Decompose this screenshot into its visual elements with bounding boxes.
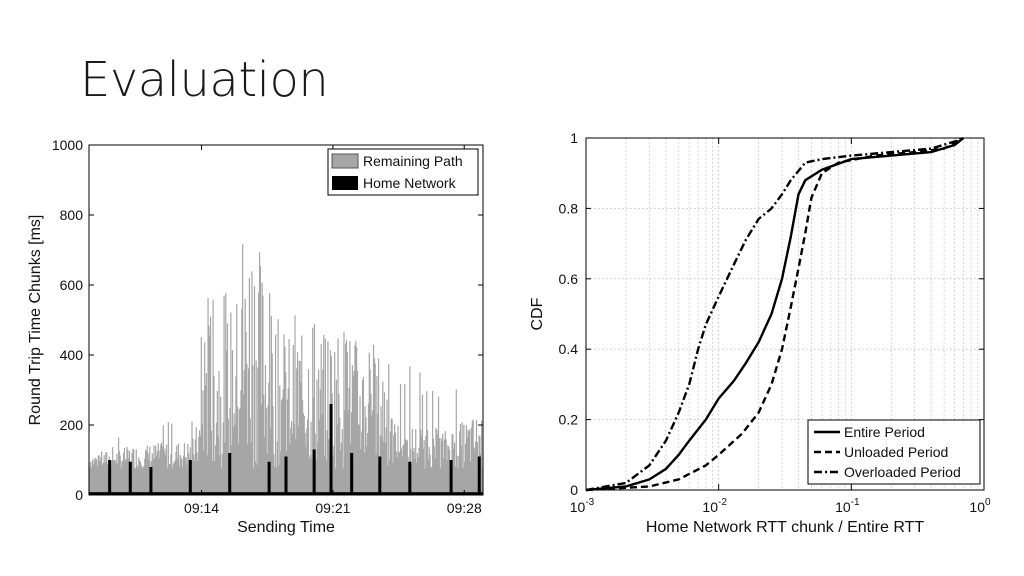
y-tick-label: 0 (75, 487, 83, 503)
slide-title: Evaluation (80, 52, 329, 108)
home-network-spike (350, 453, 354, 495)
home-network-spike (449, 460, 453, 495)
legend: Remaining Path Home Network (327, 148, 479, 196)
home-network-spike (378, 456, 382, 495)
home-network-spike (312, 449, 316, 495)
x-tick-label: 10-3 (570, 497, 595, 515)
y-tick-label: 0 (570, 482, 578, 498)
legend-swatch-remaining-path (331, 153, 359, 169)
x-tick-label: 100 (969, 497, 991, 515)
y-tick-label: 0.8 (559, 200, 579, 216)
home-network-spike (267, 461, 271, 495)
y-axis-label: CDF (529, 297, 546, 330)
cdf-line-overloaded-period (585, 136, 964, 492)
y-axis-label: Round Trip Time Chunks [ms] (27, 215, 44, 426)
y-tick-label: 800 (60, 207, 84, 223)
x-tick-label: 09:28 (447, 500, 482, 516)
home-network-spike (188, 460, 192, 495)
home-network-spike (329, 404, 333, 495)
home-network-spike (228, 453, 232, 495)
remaining-path-series (88, 244, 484, 495)
home-network-spike (108, 460, 112, 495)
legend-label: Home Network (363, 175, 457, 191)
home-network-spike (477, 456, 481, 495)
plot-frame (88, 144, 484, 496)
cdf-line-unloaded-period (585, 136, 964, 492)
y-tick-label: 200 (60, 417, 84, 433)
x-tick-label: 09:21 (315, 500, 350, 516)
x-tick-label: 09:14 (184, 500, 219, 516)
y-tick-label: 600 (60, 277, 84, 293)
legend-label: Overloaded Period (844, 464, 961, 480)
y-tick-label: 1000 (52, 137, 83, 153)
y-tick-label: 400 (60, 347, 84, 363)
rtt-time-chart: 0 200 400 600 800 1000 09:14 09:21 09:28 Sending … (27, 137, 484, 536)
y-tick-label: 0.4 (559, 341, 579, 357)
home-network-spike (284, 456, 288, 495)
x-tick-label: 10-2 (702, 497, 727, 515)
y-tick-label: 1 (570, 130, 578, 146)
x-axis-label: Sending Time (237, 519, 335, 536)
legend: Entire Period Unloaded Period Overloaded P… (807, 419, 981, 485)
home-network-series (89, 404, 483, 495)
y-tick-label: 0.6 (559, 271, 579, 287)
x-tick-label: 10-1 (835, 497, 860, 515)
y-tick-label: 0.2 (559, 412, 579, 428)
home-network-spike (408, 461, 412, 495)
legend-label: Remaining Path (363, 153, 463, 169)
legend-label: Entire Period (844, 424, 925, 440)
home-network-spike (128, 461, 132, 495)
cdf-chart: 0 0.2 0.4 0.6 0.8 1 10-3 10-2 10-1 100 Home Networ… (529, 130, 991, 536)
home-network-spike (149, 467, 153, 495)
x-axis-label: Home Network RTT chunk / Entire RTT (646, 519, 925, 536)
plot-frame (585, 137, 985, 491)
legend-swatch-home-network (332, 176, 358, 190)
legend-label: Unloaded Period (844, 444, 948, 460)
